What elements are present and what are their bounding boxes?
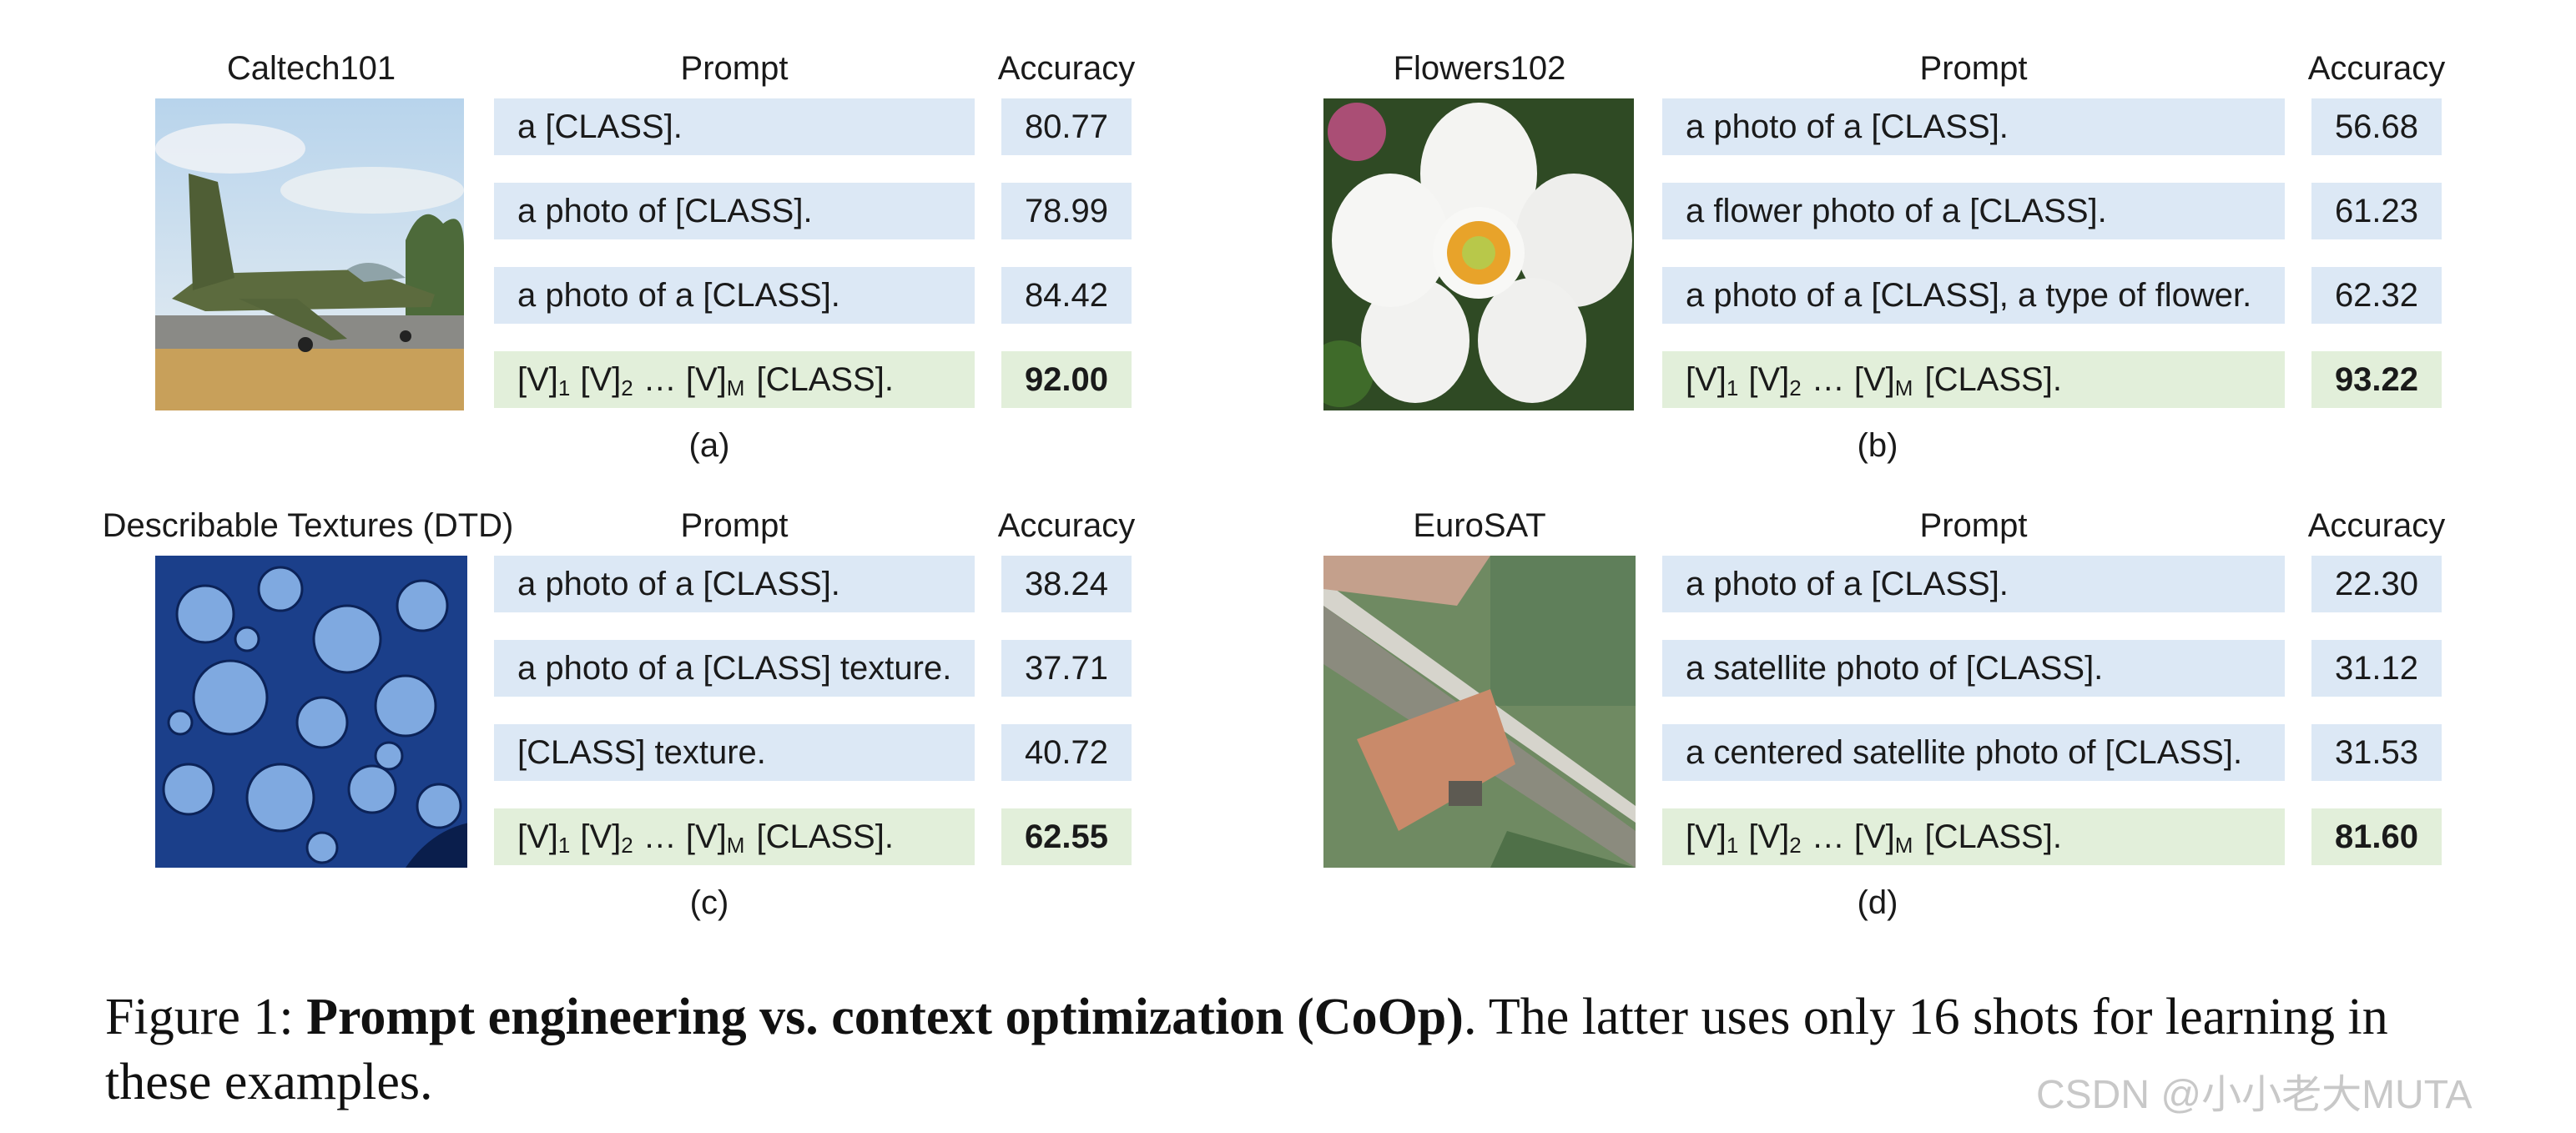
dataset-title: Flowers102 [1393, 50, 1566, 87]
figure-panel-d: EuroSAT Prompt Accuracy a photo of a [CLAS… [1168, 457, 2470, 921]
caption-rest: . The latter uses only 16 shots for lear… [105, 989, 2388, 1110]
subscript: 1 [557, 375, 571, 400]
watermark: CSDN @小小老大MUTA [2036, 1073, 2473, 1117]
accuracy-cell: 31.12 [2311, 640, 2442, 697]
context-token: [V] [517, 818, 558, 855]
learned-prompt-cell: [V] 1 [V] 2… [V] M [CLASS]. [1662, 351, 2285, 408]
figure-caption: Figure 1: Prompt engineering vs. context… [105, 984, 2475, 1115]
accuracy-column-header: Accuracy [2307, 507, 2446, 544]
accuracy-cell: 80.77 [1001, 98, 1132, 155]
jet-aircraft-image [155, 98, 464, 410]
context-token: [V] [685, 818, 727, 855]
prompt-column-header: Prompt [680, 507, 789, 544]
dataset-title: EuroSAT [1413, 507, 1546, 544]
prompt-cell: [CLASS] texture. [494, 724, 975, 781]
prompt-cell: a photo of a [CLASS]. [1662, 556, 2285, 612]
subfigure-label: (d) [1857, 884, 1898, 921]
bubble-texture-image [155, 556, 467, 868]
prompt-cell: a flower photo of a [CLASS]. [1662, 183, 2285, 239]
learned-prompt-cell: [V] 1 [V] 2… [V] M [CLASS]. [494, 351, 975, 408]
accuracy-column-header: Accuracy [2307, 50, 2446, 87]
context-token: [V] [580, 818, 622, 855]
figure-panel-c: Describable Textures (DTD) Prompt Accuracy… [0, 457, 1302, 921]
subscript: 2 [1789, 832, 1802, 858]
prompt-cell: a photo of [CLASS]. [494, 183, 975, 239]
subscript: 2 [621, 832, 633, 858]
class-token: [CLASS]. [756, 360, 894, 398]
subscript: 1 [1726, 832, 1739, 858]
dataset-sample-image [1323, 98, 1636, 410]
dataset-sample-image [155, 556, 467, 868]
accuracy-cell: 62.32 [2311, 267, 2442, 324]
prompt-column-header: Prompt [1919, 507, 2028, 544]
prompt-cell: a [CLASS]. [494, 98, 975, 155]
subscript: 2 [1789, 375, 1802, 400]
prompt-cell: a satellite photo of [CLASS]. [1662, 640, 2285, 697]
subscript: M [726, 832, 745, 858]
learned-prompt-cell: [V] 1 [V] 2… [V] M [CLASS]. [494, 808, 975, 865]
ellipsis: … [643, 818, 686, 855]
class-token: [CLASS]. [1924, 818, 2062, 855]
learned-accuracy-cell: 93.22 [2311, 351, 2442, 408]
learned-accuracy-cell: 62.55 [1001, 808, 1132, 865]
subscript: M [726, 375, 745, 400]
ellipsis: … [643, 360, 686, 398]
caption-prefix: Figure 1: [105, 989, 307, 1045]
context-token: [V] [1853, 818, 1895, 855]
accuracy-cell: 37.71 [1001, 640, 1132, 697]
accuracy-cell: 38.24 [1001, 556, 1132, 612]
learned-accuracy-cell: 81.60 [2311, 808, 2442, 865]
subscript: 1 [1726, 375, 1739, 400]
prompt-cell: a centered satellite photo of [CLASS]. [1662, 724, 2285, 781]
accuracy-cell: 78.99 [1001, 183, 1132, 239]
accuracy-cell: 56.68 [2311, 98, 2442, 155]
dataset-title: Describable Textures (DTD) [102, 507, 514, 544]
class-token: [CLASS]. [1924, 360, 2062, 398]
prompt-column-header: Prompt [680, 50, 789, 87]
prompt-cell: a photo of a [CLASS]. [494, 556, 975, 612]
satellite-image [1323, 556, 1636, 868]
dataset-title: Caltech101 [226, 50, 396, 87]
context-token: [V] [1853, 360, 1895, 398]
prompt-cell: a photo of a [CLASS]. [494, 267, 975, 324]
ellipsis: … [1811, 818, 1854, 855]
context-token: [V] [517, 360, 558, 398]
context-token: [V] [1686, 818, 1727, 855]
context-token: [V] [1748, 360, 1790, 398]
subfigure-label: (c) [689, 884, 729, 921]
caption-bold: Prompt engineering vs. context optimizat… [306, 989, 1464, 1045]
subfigure-label: (a) [688, 427, 730, 464]
subscript: M [1894, 375, 1913, 400]
context-token: [V] [685, 360, 727, 398]
accuracy-cell: 40.72 [1001, 724, 1132, 781]
prompt-column-header: Prompt [1919, 50, 2028, 87]
figure-panel-a: Caltech101 Prompt Accuracy a [CLASS]. 80.77… [0, 0, 1302, 464]
context-token: [V] [1686, 360, 1727, 398]
dataset-sample-image [155, 98, 467, 410]
subscript: 2 [621, 375, 633, 400]
prompt-cell: a photo of a [CLASS]. [1662, 98, 2285, 155]
class-token: [CLASS]. [756, 818, 894, 855]
accuracy-cell: 31.53 [2311, 724, 2442, 781]
white-flower-image [1323, 98, 1634, 410]
accuracy-column-header: Accuracy [997, 507, 1136, 544]
subfigure-label: (b) [1857, 427, 1898, 464]
context-token: [V] [580, 360, 622, 398]
accuracy-cell: 61.23 [2311, 183, 2442, 239]
dataset-sample-image [1323, 556, 1636, 868]
accuracy-cell: 84.42 [1001, 267, 1132, 324]
subscript: 1 [557, 832, 571, 858]
figure-panel-b: Flowers102 Prompt Accuracy a photo of a [C… [1168, 0, 2470, 464]
learned-prompt-cell: [V] 1 [V] 2… [V] M [CLASS]. [1662, 808, 2285, 865]
context-token: [V] [1748, 818, 1790, 855]
ellipsis: … [1811, 360, 1854, 398]
accuracy-cell: 22.30 [2311, 556, 2442, 612]
subscript: M [1894, 832, 1913, 858]
learned-accuracy-cell: 92.00 [1001, 351, 1132, 408]
prompt-cell: a photo of a [CLASS] texture. [494, 640, 975, 697]
prompt-cell: a photo of a [CLASS], a type of flower. [1662, 267, 2285, 324]
accuracy-column-header: Accuracy [997, 50, 1136, 87]
